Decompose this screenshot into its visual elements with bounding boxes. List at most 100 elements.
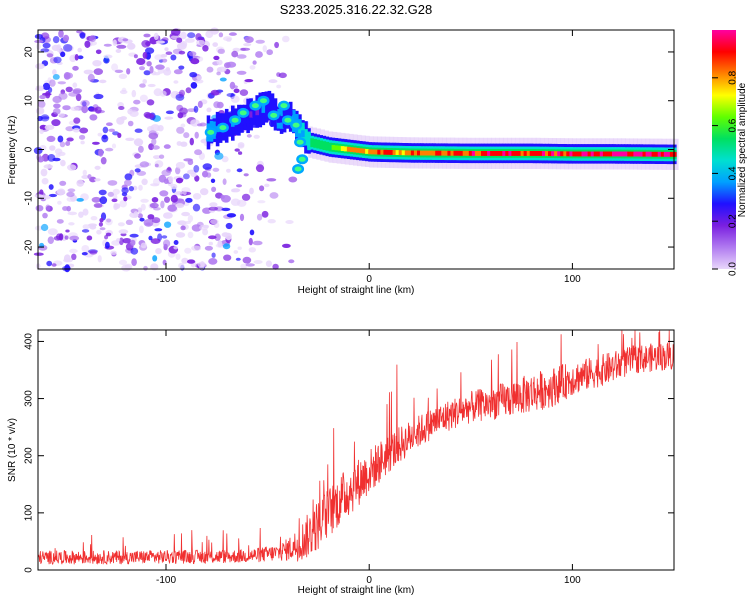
spectrogram-noise-cell <box>152 255 158 262</box>
spectrogram-y-tick-label: 20 <box>24 46 35 58</box>
spectrogram-noise-cell <box>125 137 135 141</box>
spectrogram-ridge-cell <box>548 151 552 157</box>
spectrogram-noise-cell <box>252 240 263 246</box>
spectrogram-noise-cell <box>45 204 51 211</box>
spectrogram-noise-cell <box>60 51 66 58</box>
spectrogram-noise-cell <box>206 107 212 113</box>
spectrogram-noise-cell <box>231 188 236 193</box>
spectrogram-noise-cell <box>190 82 198 89</box>
spectrogram-noise-cell <box>98 222 103 227</box>
spectrogram-noise-cell <box>79 134 86 140</box>
spectrogram-ridge-cell <box>612 151 616 157</box>
spectrogram-ridge-cell <box>660 151 665 157</box>
spectrogram-noise-cell <box>180 41 188 48</box>
spectrogram-noise-cell <box>161 37 169 42</box>
spectrogram-blob-core <box>219 125 227 131</box>
spectrogram-noise-cell <box>81 252 88 256</box>
spectrogram-noise-cell <box>51 263 57 267</box>
spectrogram-ridge-cell <box>627 151 631 157</box>
spectrogram-noise-cell <box>202 224 210 229</box>
spectrogram-noise-cell <box>62 44 73 52</box>
spectrogram-noise-cell <box>110 250 117 255</box>
spectrogram-noise-cell <box>82 208 89 216</box>
spectrogram-blob-core <box>231 117 239 123</box>
spectrogram-noise-cell <box>93 203 103 208</box>
spectrogram-blob-core <box>294 166 302 172</box>
spectrogram-noise-cell <box>77 47 82 53</box>
spectrogram-noise-cell <box>178 50 186 55</box>
spectrogram-noise-cell <box>112 188 120 195</box>
spectrogram-noise-cell <box>118 106 125 110</box>
spectrogram-noise-cell <box>111 198 118 203</box>
spectrogram-ridge-cell <box>383 149 387 155</box>
spectrogram-noise-cell <box>64 73 69 80</box>
spectrogram-ridge-cell <box>596 151 601 157</box>
spectrogram-noise-cell <box>195 79 204 84</box>
spectrogram-blob-core <box>239 110 247 116</box>
spectrogram-noise-cell <box>212 42 218 47</box>
spectrogram-noise-cell <box>56 188 66 196</box>
spectrogram-ridge-cell <box>319 142 323 148</box>
spectrogram-blob-core <box>296 139 304 145</box>
spectrogram-noise-cell <box>42 82 51 91</box>
spectrogram-ridge-cell <box>508 151 512 156</box>
spectrogram-ridge-cell <box>502 151 506 156</box>
spectrogram-noise-cell <box>68 92 78 97</box>
spectrogram-ridge-cell <box>474 151 479 156</box>
spectrogram-noise-cell <box>58 29 64 38</box>
spectrogram-noise-cell <box>140 198 149 203</box>
spectrogram-noise-cell <box>155 40 165 44</box>
spectrogram-noise-cell <box>72 127 80 133</box>
spectrogram-noise-cell <box>87 174 92 180</box>
spectrogram-noise-cell <box>197 261 206 268</box>
spectrogram-noise-cell <box>44 124 55 130</box>
spectrogram-x-tick-label: 0 <box>366 274 372 285</box>
spectrogram-y-tick-label: -10 <box>24 191 35 206</box>
spectrogram-noise-cell <box>278 72 287 79</box>
spectrogram-ridge-cell <box>270 103 275 117</box>
spectrogram-noise-cell <box>136 58 146 65</box>
spectrogram-ridge-cell <box>560 151 564 157</box>
spectrogram-noise-cell <box>192 193 202 200</box>
colorbar-tick-label: 0.8 <box>728 70 739 84</box>
spectrogram-noise-cell <box>189 137 194 146</box>
spectrogram-noise-cell <box>150 238 161 245</box>
spectrogram-ridge-cell <box>349 147 354 153</box>
spectrogram-noise-cell <box>248 247 256 253</box>
spectrogram-ridge-cell <box>413 150 418 156</box>
spectrogram-noise-cell <box>216 71 221 76</box>
spectrogram-ridge-cell <box>545 151 549 156</box>
spectrogram-noise-cell <box>175 177 184 184</box>
spectrogram-noise-cell <box>217 240 223 248</box>
spectrogram-ridge-cell <box>371 149 375 155</box>
spectrogram-noise-cell <box>211 252 216 258</box>
spectrogram-noise-cell <box>39 94 46 100</box>
spectrogram-ridge-cell <box>621 151 625 157</box>
spectrogram-noise-cell <box>276 84 282 89</box>
spectrogram-noise-cell <box>189 72 198 78</box>
spectrogram-noise-cell <box>191 245 202 251</box>
spectrogram-ridge-cell <box>240 112 244 126</box>
spectrogram-ridge-cell <box>298 126 302 134</box>
spectrogram-noise-cell <box>209 202 218 208</box>
spectrogram-noise-cell <box>170 183 178 190</box>
spectrogram-noise-cell <box>183 158 193 162</box>
spectrogram-noise-cell <box>72 65 79 71</box>
spectrogram-noise-cell <box>151 217 161 224</box>
spectrogram-noise-cell <box>40 114 50 122</box>
spectrogram-ridge-cell <box>453 150 458 156</box>
spectrogram-ridge-cell <box>401 150 406 156</box>
spectrogram-noise-cell <box>182 190 187 196</box>
spectrogram-noise-cell <box>164 47 169 51</box>
spectrogram-noise-cell <box>272 263 279 270</box>
spectrogram-noise-cell <box>179 31 187 40</box>
spectrogram-noise-cell <box>46 260 53 267</box>
spectrogram-noise-cell <box>202 45 209 52</box>
spectrogram-ridge-cell <box>615 151 619 157</box>
spectrogram-noise-cell <box>268 79 278 84</box>
spectrogram-noise-cell <box>118 259 128 266</box>
spectrogram-marks <box>33 27 679 273</box>
spectrogram-noise-cell <box>154 228 163 232</box>
spectrogram-noise-cell <box>282 35 290 43</box>
